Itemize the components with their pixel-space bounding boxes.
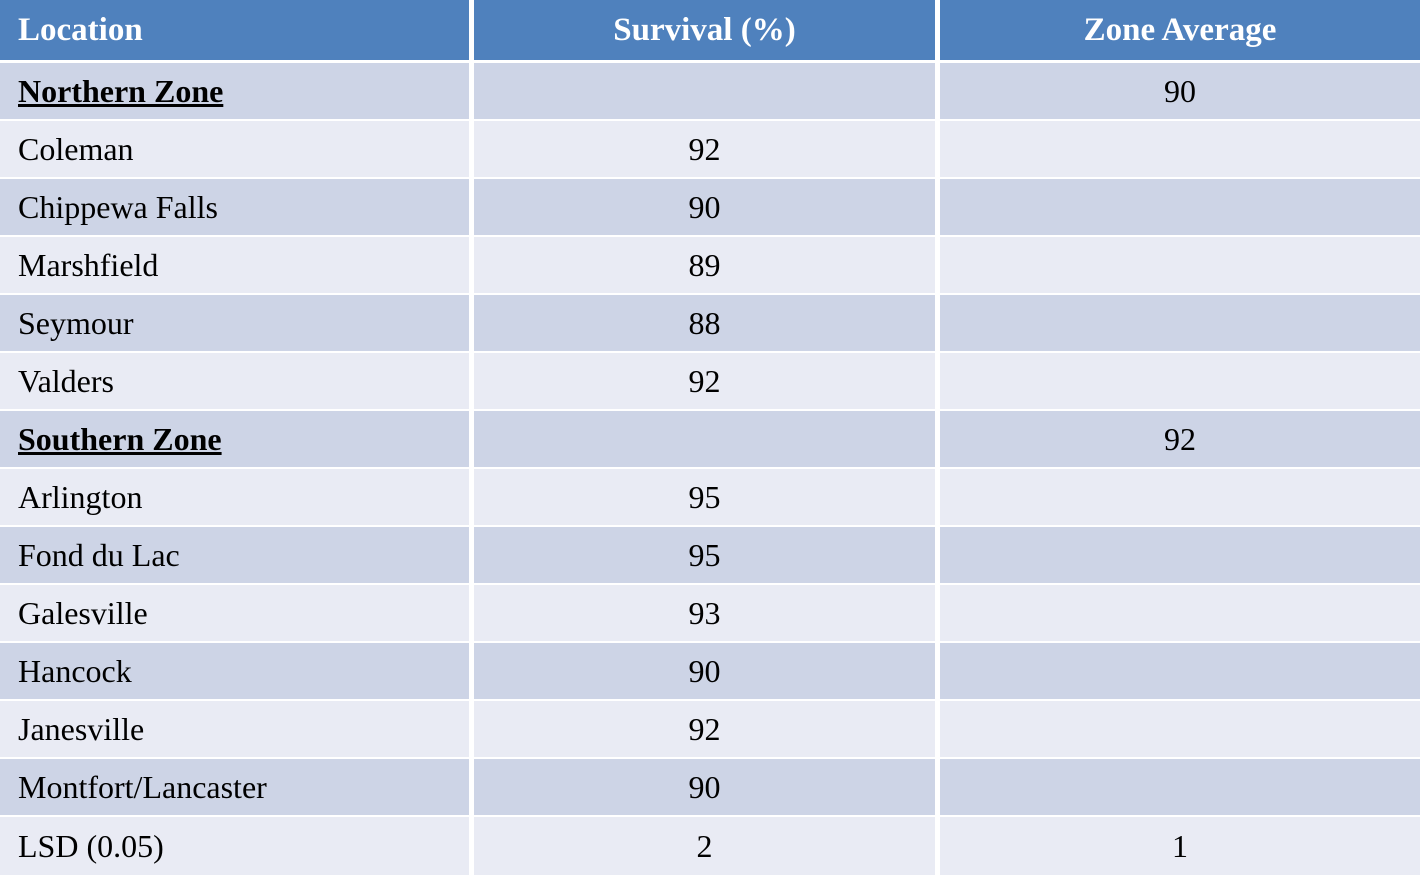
zone-average-cell <box>940 179 1420 237</box>
survival-cell: 95 <box>474 469 940 527</box>
zone-average-cell <box>940 527 1420 585</box>
table-row: LSD (0.05) 2 1 <box>0 817 1420 875</box>
table-row: Montfort/Lancaster 90 <box>0 759 1420 817</box>
zone-average-cell: 1 <box>940 817 1420 875</box>
table-row: Chippewa Falls 90 <box>0 179 1420 237</box>
header-row: Location Survival (%) Zone Average <box>0 0 1420 63</box>
table-row: Fond du Lac 95 <box>0 527 1420 585</box>
zone-average-cell: 90 <box>940 63 1420 121</box>
zone-average-cell <box>940 121 1420 179</box>
location-cell: Chippewa Falls <box>0 179 474 237</box>
column-header-survival: Survival (%) <box>474 0 940 63</box>
zone-average-cell <box>940 353 1420 411</box>
survival-cell: 92 <box>474 353 940 411</box>
location-cell: Arlington <box>0 469 474 527</box>
zone-average-cell <box>940 585 1420 643</box>
table-row: Marshfield 89 <box>0 237 1420 295</box>
location-cell: LSD (0.05) <box>0 817 474 875</box>
survival-cell <box>474 411 940 469</box>
zone-average-cell <box>940 469 1420 527</box>
location-cell: Marshfield <box>0 237 474 295</box>
location-cell: Southern Zone <box>0 411 474 469</box>
survival-cell: 93 <box>474 585 940 643</box>
column-header-zone-average: Zone Average <box>940 0 1420 63</box>
location-cell: Seymour <box>0 295 474 353</box>
survival-cell <box>474 63 940 121</box>
location-cell: Galesville <box>0 585 474 643</box>
table-header: Location Survival (%) Zone Average <box>0 0 1420 63</box>
location-cell: Hancock <box>0 643 474 701</box>
column-header-location: Location <box>0 0 474 63</box>
location-cell: Fond du Lac <box>0 527 474 585</box>
zone-average-cell <box>940 701 1420 759</box>
location-cell: Coleman <box>0 121 474 179</box>
zone-average-cell <box>940 237 1420 295</box>
table-row: Seymour 88 <box>0 295 1420 353</box>
zone-average-cell <box>940 295 1420 353</box>
zone-header-row: Southern Zone 92 <box>0 411 1420 469</box>
survival-cell: 90 <box>474 643 940 701</box>
survival-cell: 92 <box>474 701 940 759</box>
zone-header-row: Northern Zone 90 <box>0 63 1420 121</box>
zone-average-cell: 92 <box>940 411 1420 469</box>
survival-cell: 89 <box>474 237 940 295</box>
table-row: Coleman 92 <box>0 121 1420 179</box>
zone-average-cell <box>940 643 1420 701</box>
table-row: Galesville 93 <box>0 585 1420 643</box>
survival-cell: 90 <box>474 179 940 237</box>
survival-cell: 95 <box>474 527 940 585</box>
table-row: Hancock 90 <box>0 643 1420 701</box>
survival-cell: 2 <box>474 817 940 875</box>
table-body: Northern Zone 90 Coleman 92 Chippewa Falls 90… <box>0 63 1420 875</box>
location-cell: Montfort/Lancaster <box>0 759 474 817</box>
survival-cell: 90 <box>474 759 940 817</box>
table-row: Arlington 95 <box>0 469 1420 527</box>
location-cell: Janesville <box>0 701 474 759</box>
table-row: Janesville 92 <box>0 701 1420 759</box>
zone-average-cell <box>940 759 1420 817</box>
location-cell: Northern Zone <box>0 63 474 121</box>
survival-cell: 88 <box>474 295 940 353</box>
table-row: Valders 92 <box>0 353 1420 411</box>
survival-cell: 92 <box>474 121 940 179</box>
location-cell: Valders <box>0 353 474 411</box>
